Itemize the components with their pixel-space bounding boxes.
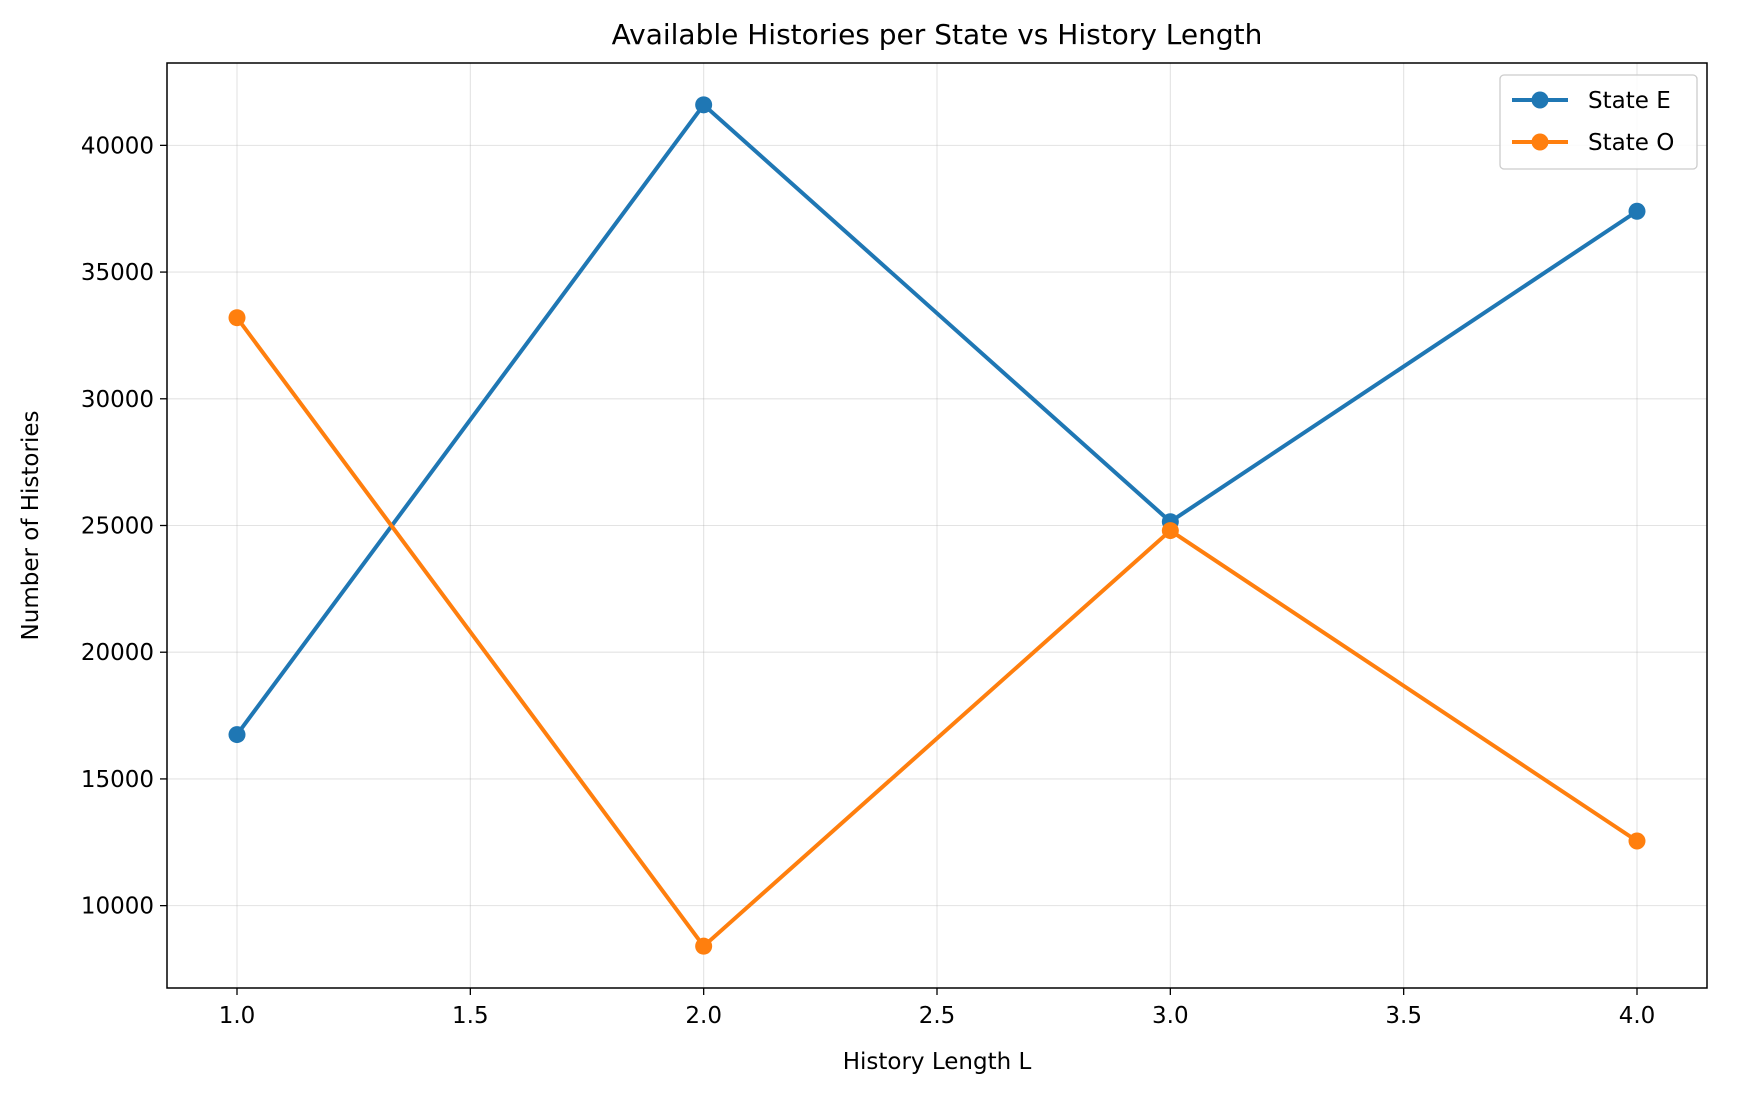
- x-tick-label: 1.5: [452, 1003, 489, 1029]
- legend-item-state-o: State O: [1512, 130, 1674, 156]
- data-point-state-o: [228, 309, 246, 327]
- y-tick-label: 15000: [81, 767, 154, 793]
- x-tick-label: 1.0: [219, 1003, 256, 1029]
- x-tick-label: 4.0: [1619, 1003, 1656, 1029]
- grid: [167, 63, 1707, 988]
- data-point-state-o: [695, 937, 713, 955]
- data-point-state-e: [1628, 202, 1646, 220]
- x-tick-label: 3.0: [1152, 1003, 1189, 1029]
- y-tick-label: 20000: [81, 640, 154, 666]
- x-tick-label: 2.5: [919, 1003, 956, 1029]
- series-line-state-o: [235, 315, 1639, 949]
- data-point-state-e: [695, 96, 713, 114]
- series-line-state-e: [235, 102, 1639, 737]
- legend-marker-state-o: [1531, 133, 1549, 151]
- data-point-state-o: [1161, 522, 1179, 540]
- data-point-state-o: [1628, 832, 1646, 850]
- x-tick-label: 2.0: [685, 1003, 722, 1029]
- y-axis-label: Number of Histories: [18, 411, 44, 641]
- y-tick-label: 10000: [81, 894, 154, 920]
- legend-item-state-e: State E: [1512, 88, 1671, 114]
- y-axis-ticks: 10000 15000 20000 25000 30000 35000 40000: [81, 133, 167, 920]
- legend: State E State O: [1499, 74, 1698, 170]
- legend-label-state-e: State E: [1588, 88, 1671, 114]
- series-state-o: [228, 309, 1646, 955]
- x-tick-label: 3.5: [1385, 1003, 1422, 1029]
- y-tick-label: 35000: [81, 260, 154, 286]
- series-lines: [228, 96, 1646, 955]
- y-tick-label: 40000: [81, 133, 154, 159]
- data-point-state-e: [228, 726, 246, 744]
- chart-title: Available Histories per State vs History…: [612, 18, 1263, 51]
- x-axis-label: History Length L: [843, 1049, 1032, 1075]
- y-tick-label: 25000: [81, 514, 154, 540]
- y-tick-label: 30000: [81, 387, 154, 413]
- x-axis-ticks: 1.0 1.5 2.0 2.5 3.0 3.5 4.0: [219, 988, 1656, 1029]
- legend-label-state-o: State O: [1588, 130, 1674, 156]
- legend-marker-state-e: [1531, 91, 1549, 109]
- series-state-e: [228, 96, 1646, 744]
